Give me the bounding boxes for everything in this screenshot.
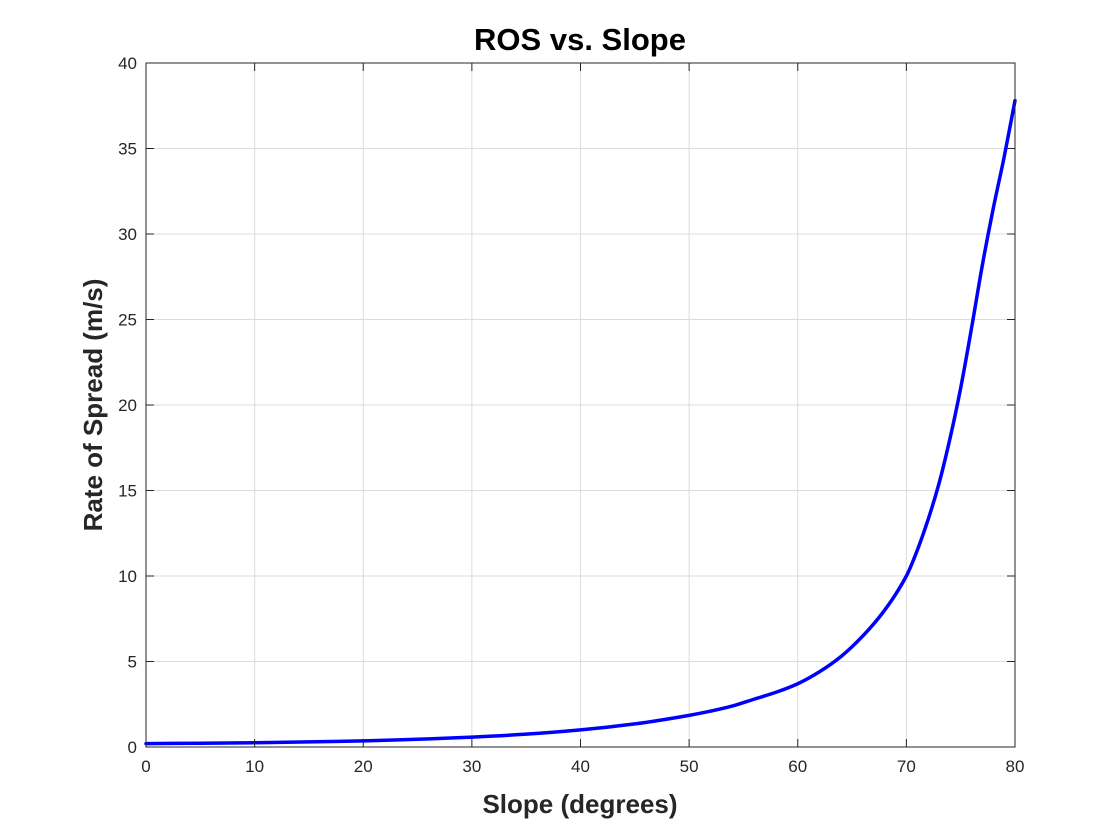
tick-marks bbox=[145, 62, 1016, 748]
y-tick-label: 20 bbox=[118, 396, 137, 415]
x-tick-label: 10 bbox=[245, 757, 264, 776]
y-tick-label: 35 bbox=[118, 140, 137, 159]
y-axis-title: Rate of Spread (m/s) bbox=[78, 279, 108, 532]
x-tick-label: 40 bbox=[571, 757, 590, 776]
chart-title: ROS vs. Slope bbox=[474, 22, 686, 57]
series-line bbox=[144, 98, 1017, 746]
y-tick-labels: 0 5 10 15 20 25 30 35 40 bbox=[118, 54, 137, 757]
x-tick-label: 0 bbox=[141, 757, 150, 776]
x-tick-label: 80 bbox=[1006, 757, 1025, 776]
y-tick-label: 0 bbox=[128, 738, 137, 757]
x-tick-labels: 0 10 20 30 40 50 60 70 80 bbox=[141, 757, 1024, 776]
y-tick-label: 40 bbox=[118, 54, 137, 73]
series-layer bbox=[144, 98, 1017, 746]
y-tick-label: 10 bbox=[118, 567, 137, 586]
x-tick-label: 50 bbox=[680, 757, 699, 776]
y-tick-label: 30 bbox=[118, 225, 137, 244]
x-tick-label: 60 bbox=[788, 757, 807, 776]
x-tick-label: 70 bbox=[897, 757, 916, 776]
x-tick-label: 20 bbox=[354, 757, 373, 776]
y-tick-label: 5 bbox=[128, 653, 137, 672]
x-tick-label: 30 bbox=[462, 757, 481, 776]
y-tick-label: 15 bbox=[118, 482, 137, 501]
y-tick-label: 25 bbox=[118, 311, 137, 330]
grid-lines bbox=[145, 62, 1016, 748]
x-axis-title: Slope (degrees) bbox=[482, 789, 677, 819]
